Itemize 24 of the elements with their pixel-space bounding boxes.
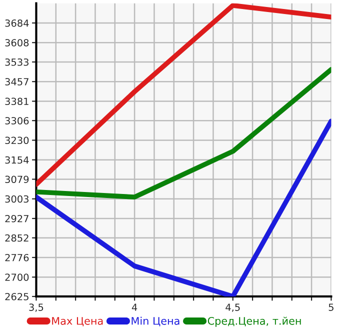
legend-label: Сред.Цена, т.йен <box>208 316 301 327</box>
y-tick-label: 3306 <box>5 117 29 124</box>
x-tick-label: 3,5 <box>29 304 44 312</box>
y-tick-label: 3079 <box>5 176 29 184</box>
y-tick-label: 3003 <box>5 195 28 203</box>
y-tick-label: 3381 <box>5 98 28 106</box>
y-tick-label: 2776 <box>5 254 29 262</box>
y-tick-label: 2700 <box>5 274 29 281</box>
x-tick-label: 4,5 <box>226 304 240 312</box>
line-series <box>36 3 332 187</box>
y-tick-label: 3533 <box>5 58 28 66</box>
y-tick-label: 2927 <box>5 214 28 222</box>
y-tick-label: 3684 <box>5 19 29 27</box>
x-tick-label: 5 <box>328 304 334 311</box>
y-tick-label: 2625 <box>5 292 28 300</box>
y-tick-label: 3457 <box>5 78 28 86</box>
y-tick-label: 2852 <box>5 234 28 242</box>
y-tick-label: 3154 <box>5 156 29 164</box>
y-tick-label: 3230 <box>5 136 29 144</box>
x-tick-label: 4 <box>132 304 138 311</box>
y-tick-label: 3608 <box>5 39 29 46</box>
line-series <box>36 67 332 200</box>
legend-label: Min Цена <box>132 316 180 326</box>
legend-label: Max Цена <box>52 317 103 326</box>
